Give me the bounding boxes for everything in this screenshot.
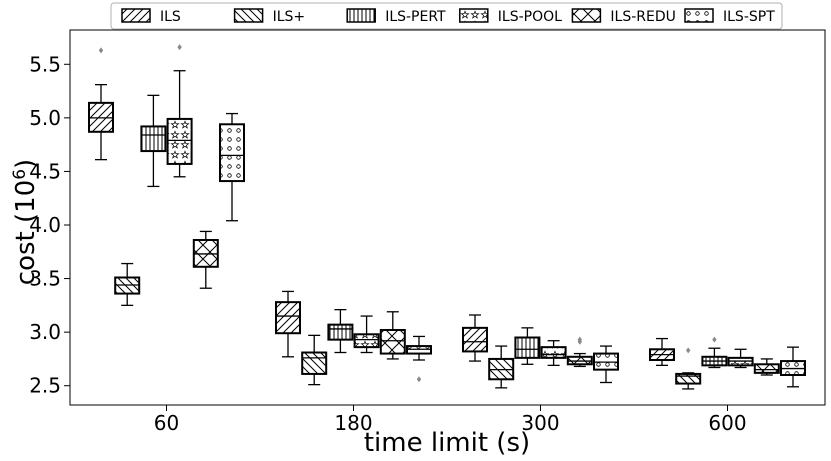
- iqr-box: [166, 117, 193, 165]
- y-axis-ticks: 2.5 3.0 3.5 4.0 4.5 5.0 5.5: [29, 52, 70, 398]
- box-ils-spt-300: [593, 345, 619, 384]
- box-ils-spt-180: [406, 335, 432, 383]
- box-ils-redu-600: [753, 358, 780, 376]
- y-tick-label: 5.0: [29, 106, 61, 130]
- box-ils-spt-60: [219, 112, 245, 222]
- iqr-box: [675, 372, 702, 385]
- iqr-box: [379, 329, 406, 355]
- x-tick-label: 180: [334, 411, 372, 435]
- box-ils-pool-300: [540, 340, 567, 367]
- legend-label: ILS-PERT: [385, 9, 446, 25]
- y-tick-label: 5.5: [29, 52, 61, 76]
- legend-label: ILS: [160, 9, 181, 25]
- box-ils+-300: [488, 345, 515, 389]
- legend-swatch: [459, 8, 489, 23]
- iqr-box: [275, 301, 301, 335]
- iqr-box: [462, 326, 488, 353]
- box-ils-spt-600: [780, 346, 806, 388]
- y-axis-title: cost (106): [10, 159, 41, 285]
- iqr-box: [219, 123, 245, 183]
- outlier-point: [686, 347, 691, 354]
- legend-label: ILS-SPT: [723, 9, 775, 25]
- y-axis-title-base: cost (10: [11, 180, 41, 285]
- box-ils-pert-300: [514, 327, 541, 365]
- outlier-point: [577, 336, 582, 343]
- y-tick-label: 4.5: [29, 159, 61, 183]
- box-ils-60: [88, 47, 114, 161]
- outlier-point: [712, 336, 717, 343]
- plot-frame: [69, 29, 826, 406]
- iqr-box: [753, 363, 780, 374]
- box-ils-180: [275, 290, 301, 358]
- iqr-box: [301, 351, 328, 375]
- outlier-point: [416, 376, 422, 383]
- box-ils-pert-60: [140, 94, 167, 188]
- outlier-point: [177, 44, 182, 51]
- iqr-box: [540, 346, 567, 359]
- box-ils+-60: [114, 262, 141, 307]
- box-plot-marks: [88, 44, 806, 390]
- legend-swatch: [571, 8, 602, 23]
- y-tick-label: 4.0: [29, 213, 61, 237]
- y-tick-label: 2.5: [29, 374, 61, 398]
- box-ils-600: [649, 337, 675, 367]
- legend-swatch: [346, 8, 376, 23]
- legend-item-ils+: ILS+: [233, 8, 306, 25]
- legend-swatch: [121, 8, 151, 23]
- legend: ILS ILS+ ILS-PERT ILS-POOL ILS-REDU ILS-SPT: [110, 2, 783, 30]
- box-ils+-180: [301, 334, 328, 386]
- iqr-box: [353, 333, 380, 349]
- legend-frame: [110, 2, 783, 30]
- legend-label: ILS-POOL: [498, 9, 562, 25]
- y-axis-title-exponent: 6: [10, 169, 30, 180]
- iqr-box: [514, 336, 541, 359]
- box-ils+-600: [675, 347, 702, 390]
- x-tick-label: 60: [154, 411, 179, 435]
- y-tick-label: 3.5: [29, 267, 61, 291]
- legend-item-ils-redu: ILS-REDU: [571, 8, 676, 25]
- box-ils-pert-600: [701, 336, 728, 369]
- legend-item-ils: ILS: [121, 8, 181, 25]
- legend-item-ils-pool: ILS-POOL: [459, 8, 562, 25]
- box-ils-pert-180: [327, 308, 354, 354]
- legend-item-ils-spt: ILS-SPT: [684, 8, 775, 25]
- x-axis-ticks: 60 180 300 600: [154, 405, 747, 435]
- box-ils-300: [462, 314, 488, 362]
- iqr-box: [327, 323, 354, 341]
- outlier-point: [98, 47, 104, 54]
- x-axis-title: time limit (s): [364, 428, 530, 458]
- x-tick-label: 600: [708, 411, 746, 435]
- legend-item-ils-pert: ILS-PERT: [346, 8, 446, 25]
- box-ils-redu-60: [192, 230, 219, 289]
- legend-label: ILS-REDU: [610, 9, 675, 25]
- legend-swatch: [684, 8, 714, 23]
- box-ils-pool-600: [727, 348, 754, 369]
- box-ils-redu-180: [379, 311, 406, 360]
- y-tick-label: 3.0: [29, 320, 61, 344]
- x-tick-label: 300: [521, 411, 559, 435]
- legend-label: ILS+: [273, 9, 306, 25]
- legend-swatch: [233, 8, 264, 23]
- box-ils-pool-180: [353, 315, 380, 354]
- y-axis-title-close: ): [11, 159, 41, 169]
- box-ils-redu-300: [566, 336, 593, 368]
- box-ils-pool-60: [166, 44, 193, 178]
- iqr-box: [140, 125, 167, 153]
